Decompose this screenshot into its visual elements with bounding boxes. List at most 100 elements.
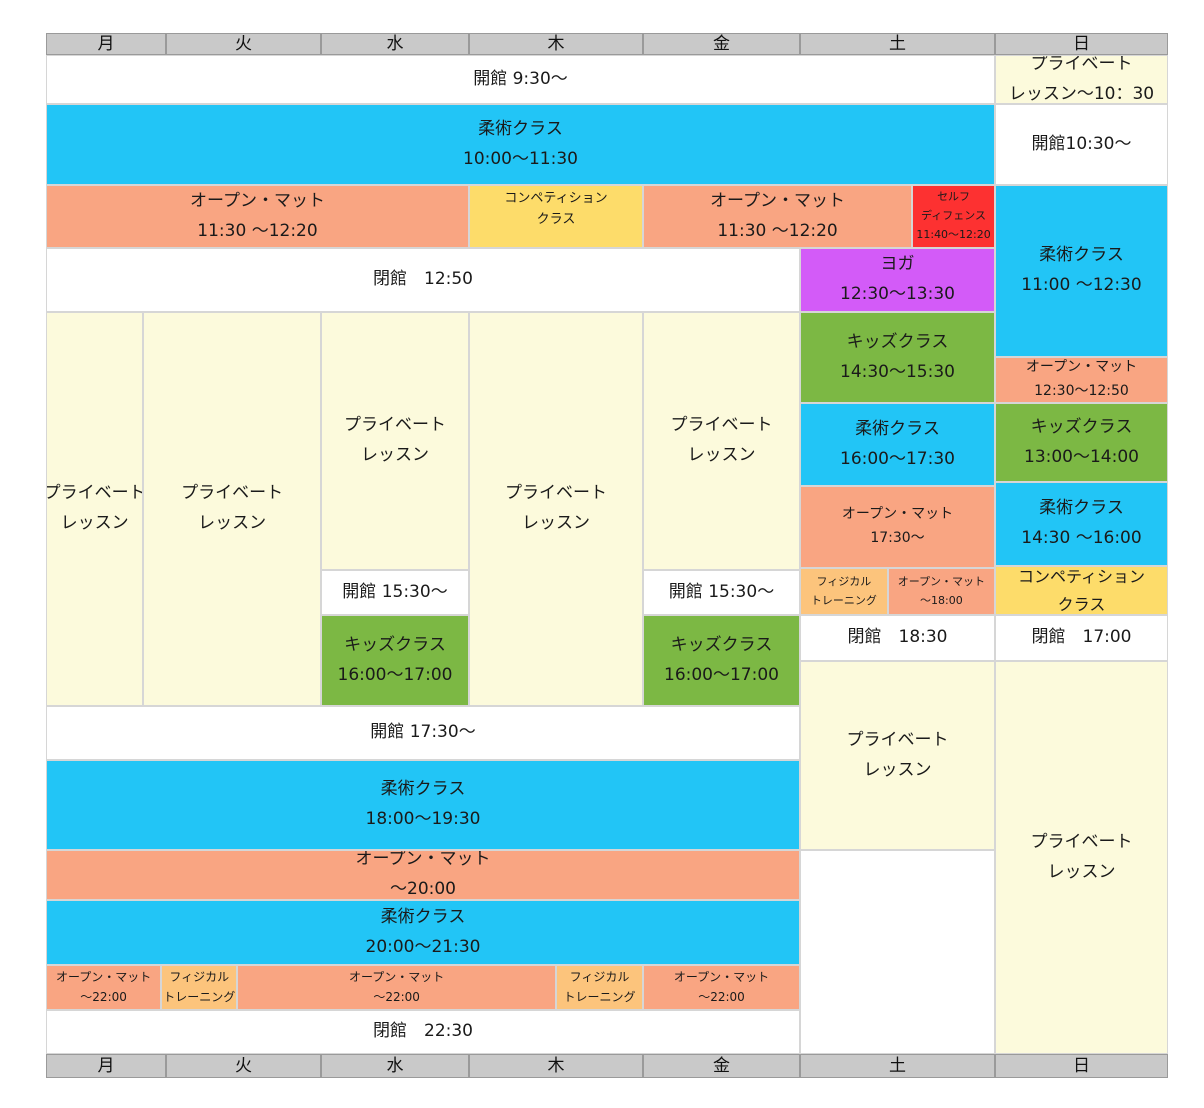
cell-time: レッスン〜10：30 [1008, 83, 1155, 104]
private-lesson: プライベート レッスン [643, 312, 800, 570]
cell-title: オープン・マット [897, 574, 986, 588]
day-label: 水 [386, 33, 404, 54]
day-header-bottom-3: 木 [469, 1054, 643, 1078]
day-label: 土 [889, 33, 906, 54]
self-defense-class: セルフディフェンス 11:40〜12:20 [912, 185, 995, 248]
cell-title: フィジカル [569, 970, 630, 985]
cell-time: 12:30〜13:30 [840, 284, 955, 304]
cell-time: 16:00〜17:00 [664, 664, 779, 685]
kids-class: キッズクラス 13:00〜14:00 [995, 403, 1168, 482]
cell-time: クラス [536, 211, 576, 227]
cell-time: 11:40〜12:20 [916, 227, 991, 241]
cell-time: 13:00〜14:00 [1024, 446, 1139, 467]
cell-title: プライベート [46, 483, 144, 504]
day-label: 金 [713, 1055, 730, 1076]
cell-title: 開館 15:30〜 [668, 581, 775, 602]
jujutsu-class: 柔術クラス 10:00〜11:30 [46, 104, 995, 185]
jujutsu-class: 柔術クラス 14:30 〜16:00 [995, 482, 1168, 566]
cell-time: 10:00〜11:30 [463, 148, 578, 169]
cell-title: 柔術クラス [380, 779, 466, 800]
physical-training: フィジカルトレーニング [800, 568, 888, 615]
cell-title: 開館 15:30〜 [342, 581, 448, 602]
cell-time: 18:00〜19:30 [365, 809, 481, 829]
day-label: 火 [235, 1055, 252, 1076]
cell-title: 閉館 22:30 [373, 1021, 473, 1042]
day-label: 火 [235, 33, 252, 54]
day-label: 月 [97, 33, 115, 54]
cell-time: ディフェンス [921, 209, 987, 223]
kids-class: キッズクラス 16:00〜17:00 [321, 615, 469, 706]
open-mat: オープン・マット 〜22:00 [237, 965, 556, 1010]
yoga-class: ヨガ 12:30〜13:30 [800, 248, 995, 312]
cell-title: キッズクラス [344, 634, 446, 655]
day-header-bottom-6: 日 [995, 1054, 1168, 1078]
open-mat: オープン・マット 〜18:00 [887, 568, 995, 615]
cell-title: 開館 9:30〜 [473, 68, 568, 89]
cell-title: オープン・マット [710, 190, 846, 211]
cell-title: プライベート [505, 483, 607, 504]
cell-time: 12:30〜12:50 [1034, 383, 1129, 399]
closing-time: 閉館 18:30 [800, 615, 995, 661]
jujutsu-class: 柔術クラス 18:00〜19:30 [46, 760, 800, 850]
cell-time: レッスン [198, 513, 267, 533]
cell-title: フィジカル [169, 970, 230, 985]
cell-title: 閉館 12:50 [373, 269, 473, 290]
open-mat: オープン・マット 〜22:00 [46, 965, 162, 1010]
open-mat: オープン・マット 17:30〜 [800, 486, 995, 568]
cell-time: トレーニング [163, 989, 236, 1004]
cell-title: キッズクラス [670, 634, 773, 655]
cell-time: トレーニング [810, 593, 877, 607]
cell-title: プライベート [181, 483, 284, 504]
cell-title: プライベート [344, 415, 446, 436]
cell-time: 11:30 〜12:20 [717, 220, 838, 241]
cell-time: レッスン [863, 759, 932, 780]
private-lesson: プライベート レッスン [46, 312, 144, 706]
cell-title: オープン・マット [673, 970, 770, 985]
cell-time: 17:30〜 [870, 530, 925, 546]
cell-time: レッスン [60, 513, 129, 533]
opening-time: 開館 15:30〜 [643, 570, 800, 615]
empty-slot [800, 850, 995, 1054]
cell-time: 〜22:00 [80, 989, 127, 1004]
competition-class: コンペティション クラス [469, 185, 643, 248]
cell-title: オープン・マット [1025, 359, 1138, 376]
cell-title: オープン・マット [841, 506, 954, 523]
cell-time: レッスン [522, 513, 590, 533]
day-label: 日 [1073, 1055, 1090, 1076]
closing-time: 閉館 12:50 [46, 248, 800, 312]
open-mat: オープン・マット 〜22:00 [643, 965, 800, 1010]
cell-time: 〜18:00 [920, 593, 963, 607]
day-header-top-2: 水 [321, 33, 469, 55]
physical-training: フィジカルトレーニング [161, 965, 238, 1010]
cell-time: 〜22:00 [698, 989, 745, 1004]
open-mat: オープン・マット 12:30〜12:50 [995, 357, 1168, 403]
kids-class: キッズクラス 14:30〜15:30 [800, 312, 995, 403]
cell-time: 〜22:00 [373, 989, 420, 1004]
cell-title: オープン・マット [355, 850, 491, 870]
cell-title: コンペティション [1017, 567, 1146, 587]
day-header-top-3: 木 [469, 33, 643, 55]
cell-title: キッズクラス [846, 331, 949, 352]
cell-title: オープン・マット [190, 190, 325, 211]
cell-title: セルフ [937, 190, 971, 204]
cell-title: ヨガ [880, 254, 915, 275]
cell-title: プライベート [1030, 55, 1133, 74]
jujutsu-class: 柔術クラス 16:00〜17:30 [800, 403, 995, 486]
day-label: 日 [1073, 33, 1090, 54]
cell-title: 開館 17:30〜 [370, 722, 476, 743]
cell-title: フィジカル [816, 574, 872, 588]
open-mat: オープン・マット 11:30 〜12:20 [46, 185, 469, 248]
day-label: 月 [97, 1055, 115, 1076]
cell-title: プライベート [670, 415, 773, 436]
private-lesson: プライベート レッスン [143, 312, 321, 706]
kids-class: キッズクラス 16:00〜17:00 [643, 615, 800, 706]
cell-title: 柔術クラス [1039, 245, 1124, 266]
day-label: 木 [547, 1055, 565, 1076]
cell-title: 柔術クラス [1039, 498, 1124, 519]
cell-time: 16:00〜17:00 [337, 664, 453, 685]
day-header-bottom-2: 水 [321, 1054, 469, 1078]
opening-time: 開館 17:30〜 [46, 706, 800, 760]
cell-time: 11:00 〜12:30 [1021, 275, 1142, 295]
opening-time: 開館10:30〜 [995, 104, 1168, 185]
